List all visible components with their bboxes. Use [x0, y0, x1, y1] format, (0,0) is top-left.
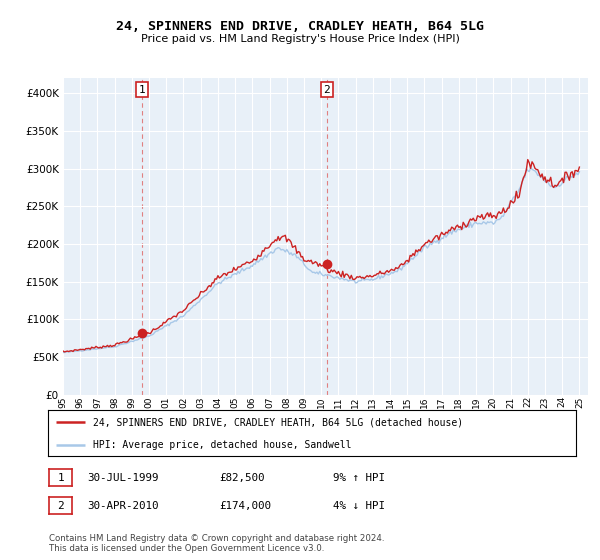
Text: Price paid vs. HM Land Registry's House Price Index (HPI): Price paid vs. HM Land Registry's House …	[140, 34, 460, 44]
Text: 30-JUL-1999: 30-JUL-1999	[87, 473, 158, 483]
Text: 9% ↑ HPI: 9% ↑ HPI	[333, 473, 385, 483]
Text: 24, SPINNERS END DRIVE, CRADLEY HEATH, B64 5LG: 24, SPINNERS END DRIVE, CRADLEY HEATH, B…	[116, 20, 484, 32]
Text: HPI: Average price, detached house, Sandwell: HPI: Average price, detached house, Sand…	[93, 440, 352, 450]
Text: 2: 2	[57, 501, 64, 511]
Text: 1: 1	[139, 85, 145, 95]
Text: £174,000: £174,000	[219, 501, 271, 511]
Text: 4% ↓ HPI: 4% ↓ HPI	[333, 501, 385, 511]
Text: 24, SPINNERS END DRIVE, CRADLEY HEATH, B64 5LG (detached house): 24, SPINNERS END DRIVE, CRADLEY HEATH, B…	[93, 417, 463, 427]
Text: Contains HM Land Registry data © Crown copyright and database right 2024.
This d: Contains HM Land Registry data © Crown c…	[49, 534, 385, 553]
Text: £82,500: £82,500	[219, 473, 265, 483]
Text: 30-APR-2010: 30-APR-2010	[87, 501, 158, 511]
Text: 1: 1	[57, 473, 64, 483]
Text: 2: 2	[323, 85, 330, 95]
